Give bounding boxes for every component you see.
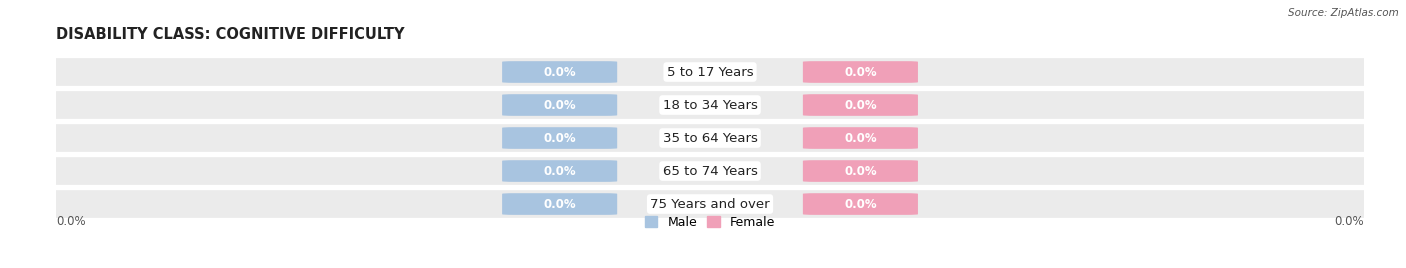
FancyBboxPatch shape (803, 160, 918, 182)
Text: 65 to 74 Years: 65 to 74 Years (662, 165, 758, 177)
FancyBboxPatch shape (30, 124, 1391, 152)
Text: 35 to 64 Years: 35 to 64 Years (662, 132, 758, 144)
FancyBboxPatch shape (30, 190, 1391, 218)
Text: 0.0%: 0.0% (844, 132, 877, 144)
FancyBboxPatch shape (502, 94, 617, 116)
Text: 0.0%: 0.0% (543, 132, 576, 144)
Text: 0.0%: 0.0% (543, 99, 576, 111)
FancyBboxPatch shape (803, 127, 918, 149)
Text: 0.0%: 0.0% (543, 165, 576, 177)
Text: 0.0%: 0.0% (1334, 215, 1364, 228)
FancyBboxPatch shape (502, 160, 617, 182)
Text: 75 Years and over: 75 Years and over (650, 198, 770, 211)
Text: 0.0%: 0.0% (844, 165, 877, 177)
FancyBboxPatch shape (30, 91, 1391, 119)
FancyBboxPatch shape (803, 94, 918, 116)
Text: 18 to 34 Years: 18 to 34 Years (662, 99, 758, 111)
FancyBboxPatch shape (803, 193, 918, 215)
FancyBboxPatch shape (30, 58, 1391, 86)
Text: DISABILITY CLASS: COGNITIVE DIFFICULTY: DISABILITY CLASS: COGNITIVE DIFFICULTY (56, 27, 405, 42)
Text: 0.0%: 0.0% (844, 198, 877, 211)
Text: 0.0%: 0.0% (844, 99, 877, 111)
Text: 0.0%: 0.0% (844, 65, 877, 79)
FancyBboxPatch shape (30, 157, 1391, 185)
Text: 5 to 17 Years: 5 to 17 Years (666, 65, 754, 79)
Text: 0.0%: 0.0% (543, 198, 576, 211)
FancyBboxPatch shape (502, 61, 617, 83)
FancyBboxPatch shape (502, 127, 617, 149)
Text: 0.0%: 0.0% (56, 215, 86, 228)
FancyBboxPatch shape (803, 61, 918, 83)
Text: 0.0%: 0.0% (543, 65, 576, 79)
FancyBboxPatch shape (502, 193, 617, 215)
Text: Source: ZipAtlas.com: Source: ZipAtlas.com (1288, 8, 1399, 18)
Legend: Male, Female: Male, Female (645, 216, 775, 229)
